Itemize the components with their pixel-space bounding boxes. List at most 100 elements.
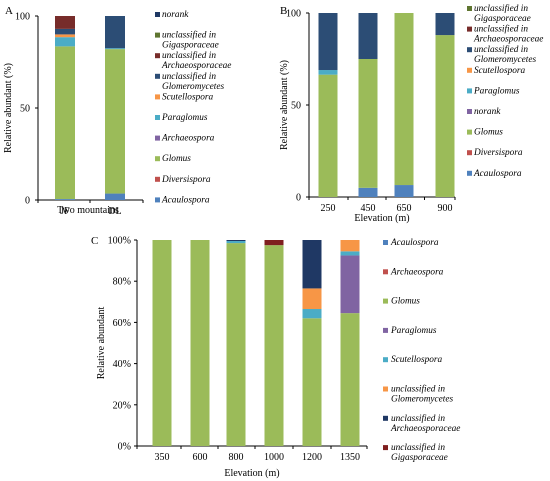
legend-swatch (155, 32, 160, 38)
legend-label: unclassified in Gigasporaceae (391, 442, 448, 463)
bar-segment-unclassified-in-glomeromycetes-DL (105, 16, 125, 49)
legend-swatch (383, 298, 388, 304)
legend-label: norank (474, 107, 501, 117)
legend-swatch (467, 67, 472, 73)
bar-segment-paraglomus-JF (55, 37, 75, 47)
legend: unclassified in Gigasporaceaeunclassified… (467, 3, 543, 179)
legend-label: Acaulospora (390, 238, 439, 248)
x-tick-label: 250 (321, 203, 336, 214)
y-tick-label: 50 (20, 104, 30, 115)
bar-segment-scutellospora-800 (226, 241, 246, 244)
bar-segment-unclassified-in-archaeosporaceae-800 (226, 240, 246, 242)
bar-segment-scutellospora-JF (55, 34, 75, 38)
bar-segment-glomus-800 (226, 243, 246, 446)
legend-swatch (383, 240, 388, 245)
legend-label: Acaulospora (473, 169, 522, 179)
chart-c: 0% 20% 40% 60% 80% 100% 350 600 800 1000 1200 1350 E… (96, 236, 460, 480)
bar-segment-acaulospora-450 (358, 187, 378, 197)
bar-segment-acaulospora-DL (105, 193, 125, 200)
x-tick-label: 1000 (264, 452, 284, 463)
y-tick-label: 100 (15, 12, 30, 23)
bar-segment-unclassified-in-gigasporaceae-1000 (264, 240, 284, 246)
legend-label: Diversispora (473, 148, 523, 158)
panel-label-c: C (91, 235, 98, 247)
legend-swatch (383, 445, 388, 451)
y-tick-label: 20% (113, 400, 131, 411)
legend-label: unclassified in Archaeosporaceae (161, 50, 231, 71)
y-tick-label: 40% (113, 359, 131, 370)
bar-segment-glomus-1350 (340, 313, 360, 446)
chart-b: 0 50 100 250 450 650 900 Elevation (m) Relative … (279, 3, 543, 224)
legend-label: Paraglomus (390, 326, 437, 336)
y-tick-label: 80% (113, 277, 131, 288)
legend-swatch (383, 327, 388, 333)
legend-swatch (383, 415, 388, 421)
panel-label-a: A (5, 5, 13, 17)
x-axis-title: Elevation (m) (224, 468, 279, 479)
bar-segment-glomus-JF (55, 46, 75, 200)
x-axis-title: Elevation (m) (354, 213, 409, 224)
x-tick-label: 450 (361, 203, 376, 214)
legend-label: Glomus (162, 154, 191, 164)
bar-segment-paraglomus-DL (105, 48, 125, 50)
bar-segment-glomus-600 (190, 240, 210, 446)
legend-label: Archaeospora (161, 134, 215, 144)
x-tick-label: 800 (229, 452, 244, 463)
legend-swatch (467, 88, 472, 94)
legend-label: unclassified in Glomeromycetes (391, 384, 454, 405)
legend-swatch (155, 73, 160, 79)
legend-swatch (155, 135, 160, 141)
legend-label: unclassified in Gigasporaceae (162, 30, 219, 51)
x-tick-label: 1350 (340, 452, 360, 463)
legend-swatch (383, 269, 388, 275)
y-tick-label: 50 (291, 101, 301, 112)
legend-swatch (155, 94, 160, 100)
legend-label: unclassified in Glomeromycetes (162, 71, 225, 92)
legend-swatch (155, 197, 160, 203)
bar-segment-unclassified-in-archaeosporaceae-JF (55, 16, 75, 29)
bar-segment-unclassified-in-glomeromycetes-JF (55, 28, 75, 35)
legend-label: unclassified in Archaeosporaceae (473, 24, 543, 45)
bar-segment-glomus-900 (435, 35, 455, 197)
legend-label: norank (162, 10, 189, 20)
bar-segment-glomus-1000 (264, 245, 284, 446)
legend-label: Paraglomus (161, 113, 208, 123)
x-tick-label: 650 (397, 203, 412, 214)
x-tick-label: 900 (438, 203, 453, 214)
bar-segment-acaulospora-JF (55, 199, 75, 200)
x-tick-label: JF (60, 206, 70, 217)
legend-swatch (383, 357, 388, 363)
x-tick-label: 1200 (302, 452, 322, 463)
y-axis-title: Relative abundant (96, 307, 107, 380)
legend-label: Scutellospora (391, 355, 442, 365)
y-tick-label: 0 (25, 196, 30, 207)
legend-swatch (155, 176, 160, 182)
bar-segment-glomus-DL (105, 49, 125, 194)
legend-label: Glomus (474, 128, 503, 138)
bar-segment-paraglomus-1350 (340, 255, 360, 314)
legend-label: Scutellospora (162, 92, 213, 102)
legend-swatch (467, 47, 472, 53)
bar-segment-glomus-1200 (302, 318, 322, 446)
bar-segment-unclassified-in-archaeosporaceae-1200 (302, 240, 322, 289)
y-tick-label: 0 (296, 193, 301, 204)
bar-segment-unclassified-in-glomeromycetes-1350 (340, 240, 360, 252)
legend-label: Paraglomus (473, 86, 520, 96)
legend-label: Glomus (391, 297, 420, 307)
x-tick-label: DL (108, 206, 121, 217)
bar-segment-scutellospora-1350 (340, 251, 360, 256)
legend-swatch (467, 170, 472, 176)
legend-label: unclassified in Archaeosporaceae (390, 413, 460, 434)
y-axis-title: Relative abundant (%) (279, 60, 290, 150)
bar-segment-glomus-450 (358, 59, 378, 188)
x-axis-title: Two mountains (57, 205, 119, 216)
legend-label: Acaulospora (161, 195, 210, 205)
bar-segment-unclassified-in-glomeromycetes-250 (318, 13, 338, 71)
legend-swatch (467, 129, 472, 135)
y-tick-label: 100% (108, 236, 131, 247)
bar-segment-glomus-250 (318, 74, 338, 197)
